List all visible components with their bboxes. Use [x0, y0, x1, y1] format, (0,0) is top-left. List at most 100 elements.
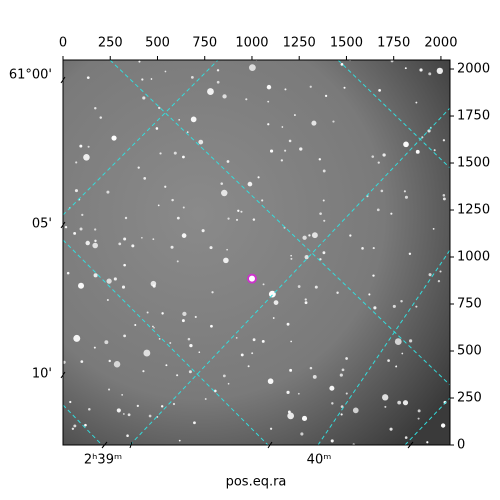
star — [311, 120, 317, 126]
star — [216, 80, 220, 84]
star — [309, 366, 313, 370]
star — [304, 255, 309, 260]
star — [382, 153, 386, 157]
star — [198, 139, 204, 145]
star — [404, 67, 407, 70]
star — [142, 370, 145, 373]
star — [252, 338, 256, 342]
star — [247, 365, 250, 368]
sky-image — [63, 60, 450, 445]
star — [340, 62, 344, 66]
star — [401, 352, 404, 355]
star — [415, 101, 418, 104]
star — [439, 270, 442, 273]
star — [136, 404, 139, 407]
star — [152, 325, 154, 328]
star — [299, 147, 303, 151]
star — [73, 334, 81, 342]
star — [187, 337, 191, 341]
y-tick-label: 750 — [457, 297, 482, 312]
y-tick-label: 1750 — [457, 109, 490, 124]
star — [209, 246, 213, 250]
star — [397, 400, 402, 405]
star — [336, 291, 339, 294]
star — [123, 237, 127, 241]
star — [330, 439, 334, 443]
star — [75, 161, 78, 164]
star — [94, 228, 97, 231]
star — [403, 141, 409, 148]
star — [269, 149, 274, 153]
star — [372, 274, 375, 277]
star — [404, 195, 408, 199]
star — [384, 405, 387, 408]
star — [213, 389, 217, 393]
star — [181, 319, 185, 323]
star — [93, 346, 96, 349]
star — [113, 277, 117, 281]
dec-tick — [60, 76, 66, 84]
star — [223, 257, 229, 264]
star — [108, 359, 111, 363]
star — [220, 182, 224, 185]
star — [345, 357, 348, 360]
star — [343, 86, 346, 89]
star — [240, 353, 244, 357]
star — [194, 315, 197, 318]
ra-tick-label: 40ᵐ — [307, 453, 332, 468]
star — [329, 385, 335, 391]
star — [173, 151, 177, 155]
star — [340, 405, 344, 408]
star — [381, 394, 389, 401]
star — [188, 370, 192, 374]
star — [170, 245, 174, 249]
star — [368, 293, 371, 296]
star — [222, 374, 226, 378]
star — [403, 190, 406, 193]
dec-tick-label: 10' — [32, 367, 52, 382]
star — [301, 415, 308, 421]
star — [284, 88, 287, 91]
star — [118, 242, 122, 246]
star — [123, 413, 125, 415]
star — [415, 149, 420, 154]
star — [131, 244, 135, 248]
star — [84, 423, 87, 427]
star — [85, 240, 90, 246]
star — [440, 423, 446, 428]
star — [402, 400, 409, 406]
y-tick-label: 2000 — [457, 62, 490, 77]
star — [290, 257, 293, 260]
star — [426, 441, 429, 444]
star — [261, 339, 265, 343]
star — [150, 280, 157, 287]
star — [226, 160, 230, 163]
ra-tick — [267, 441, 273, 449]
star — [123, 334, 127, 338]
star — [248, 64, 256, 72]
star — [304, 298, 307, 301]
star — [73, 424, 77, 428]
dec-tick-label: 05' — [32, 217, 52, 232]
star — [153, 326, 155, 329]
star — [207, 88, 214, 95]
star — [392, 304, 396, 308]
star — [226, 248, 228, 251]
star — [331, 402, 334, 405]
star — [69, 400, 72, 404]
star — [222, 94, 227, 99]
star — [164, 70, 167, 73]
star — [318, 158, 322, 161]
star — [176, 260, 179, 263]
star — [288, 139, 292, 143]
x-tick-label: 1750 — [377, 36, 410, 51]
star — [63, 360, 66, 364]
coordinate-grid — [63, 60, 450, 445]
star — [94, 107, 97, 110]
star — [73, 231, 77, 235]
star — [141, 236, 143, 239]
star — [417, 417, 420, 420]
star — [123, 263, 126, 267]
star — [142, 96, 146, 100]
star — [297, 285, 301, 288]
